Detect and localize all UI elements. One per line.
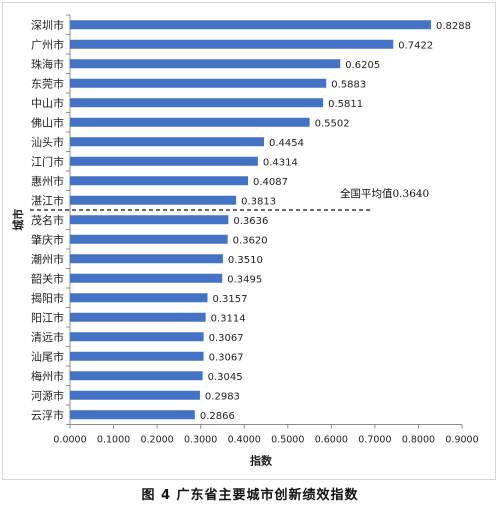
x-tick-label: 0.6000 (315, 435, 348, 446)
y-tick-label: 清远市 (31, 330, 64, 344)
x-tick-label: 0.2000 (140, 435, 173, 446)
bar (70, 351, 204, 361)
data-label: 0.3067 (209, 333, 244, 344)
y-tick-label: 广州市 (31, 37, 64, 51)
data-label: 0.8288 (436, 21, 471, 32)
y-tick-label: 茂名市 (31, 213, 64, 227)
bar (70, 195, 237, 205)
data-label: 0.3813 (241, 196, 276, 207)
bar (70, 78, 327, 88)
bar (70, 176, 249, 186)
data-label: 0.3067 (209, 352, 244, 363)
data-label: 0.4314 (263, 157, 298, 168)
bar (70, 39, 394, 49)
x-tick-label: 0.4000 (228, 435, 261, 446)
x-tick-label: 0.8000 (402, 435, 435, 446)
data-label: 0.4454 (269, 138, 304, 149)
y-tick-label: 梅州市 (31, 369, 64, 383)
y-tick-label: 惠州市 (31, 174, 64, 188)
y-tick-label: 潮州市 (31, 252, 64, 266)
data-label: 0.7422 (398, 40, 433, 51)
x-axis-title: 指数 (250, 454, 273, 468)
bar (70, 293, 208, 303)
bar (70, 410, 195, 420)
data-label: 0.5811 (328, 99, 363, 110)
y-tick-label: 肇庆市 (31, 232, 64, 246)
data-label: 0.5883 (331, 79, 366, 90)
y-tick-label: 云浮市 (31, 408, 64, 422)
y-tick-label: 揭阳市 (31, 291, 64, 305)
bar (70, 215, 229, 225)
bar (70, 332, 204, 342)
y-tick-label: 佛山市 (31, 115, 64, 129)
data-label: 0.3114 (211, 313, 246, 324)
data-label: 0.5502 (315, 118, 350, 129)
data-label: 0.2983 (205, 391, 240, 402)
data-label: 0.6205 (345, 60, 380, 71)
x-tick-label: 0.3000 (184, 435, 217, 446)
bar (70, 273, 223, 283)
y-tick-label: 江门市 (31, 154, 64, 168)
data-label: 0.3510 (228, 255, 263, 266)
y-tick-label: 汕头市 (31, 135, 64, 149)
average-reference-label: 全国平均值0.3640 (340, 187, 429, 200)
data-label: 0.2866 (200, 411, 235, 422)
bar (70, 254, 223, 264)
x-tick-label: 0.7000 (358, 435, 391, 446)
figure-caption: 图 4 广东省主要城市创新绩效指数 (141, 488, 359, 503)
data-label: 0.3495 (227, 274, 262, 285)
bar (70, 98, 324, 108)
y-tick-label: 珠海市 (31, 57, 64, 71)
y-tick-label: 韶关市 (31, 271, 64, 285)
y-tick-label: 湛江市 (31, 193, 64, 207)
bar (70, 156, 258, 166)
bar (70, 59, 341, 69)
x-tick-label: 0.9000 (445, 435, 478, 446)
bar (70, 312, 206, 322)
y-tick-label: 阳江市 (31, 310, 64, 324)
y-tick-label: 中山市 (31, 96, 64, 110)
y-tick-label: 深圳市 (31, 18, 64, 32)
x-tick-label: 0.0000 (53, 435, 86, 446)
x-tick-label: 0.1000 (97, 435, 130, 446)
data-label: 0.3157 (213, 294, 248, 305)
bar (70, 20, 431, 30)
x-tick-label: 0.5000 (271, 435, 304, 446)
y-tick-label: 河源市 (31, 388, 64, 402)
y-tick-label: 东莞市 (31, 76, 64, 90)
bar (70, 137, 264, 147)
y-tick-label: 汕尾市 (31, 349, 64, 363)
data-label: 0.3045 (208, 372, 243, 383)
bar (70, 234, 228, 244)
data-label: 0.3620 (233, 235, 268, 246)
bar (70, 390, 200, 400)
y-axis-title: 城市 (11, 209, 25, 231)
bar (70, 117, 310, 127)
bar (70, 371, 203, 381)
bar-chart: 深圳市 0.8288 广州市 0.7422 珠海市 0.6205 东莞市 0.5883 中山市 0… (11, 14, 479, 468)
data-label: 0.4087 (253, 177, 288, 188)
data-label: 0.3636 (233, 216, 268, 227)
